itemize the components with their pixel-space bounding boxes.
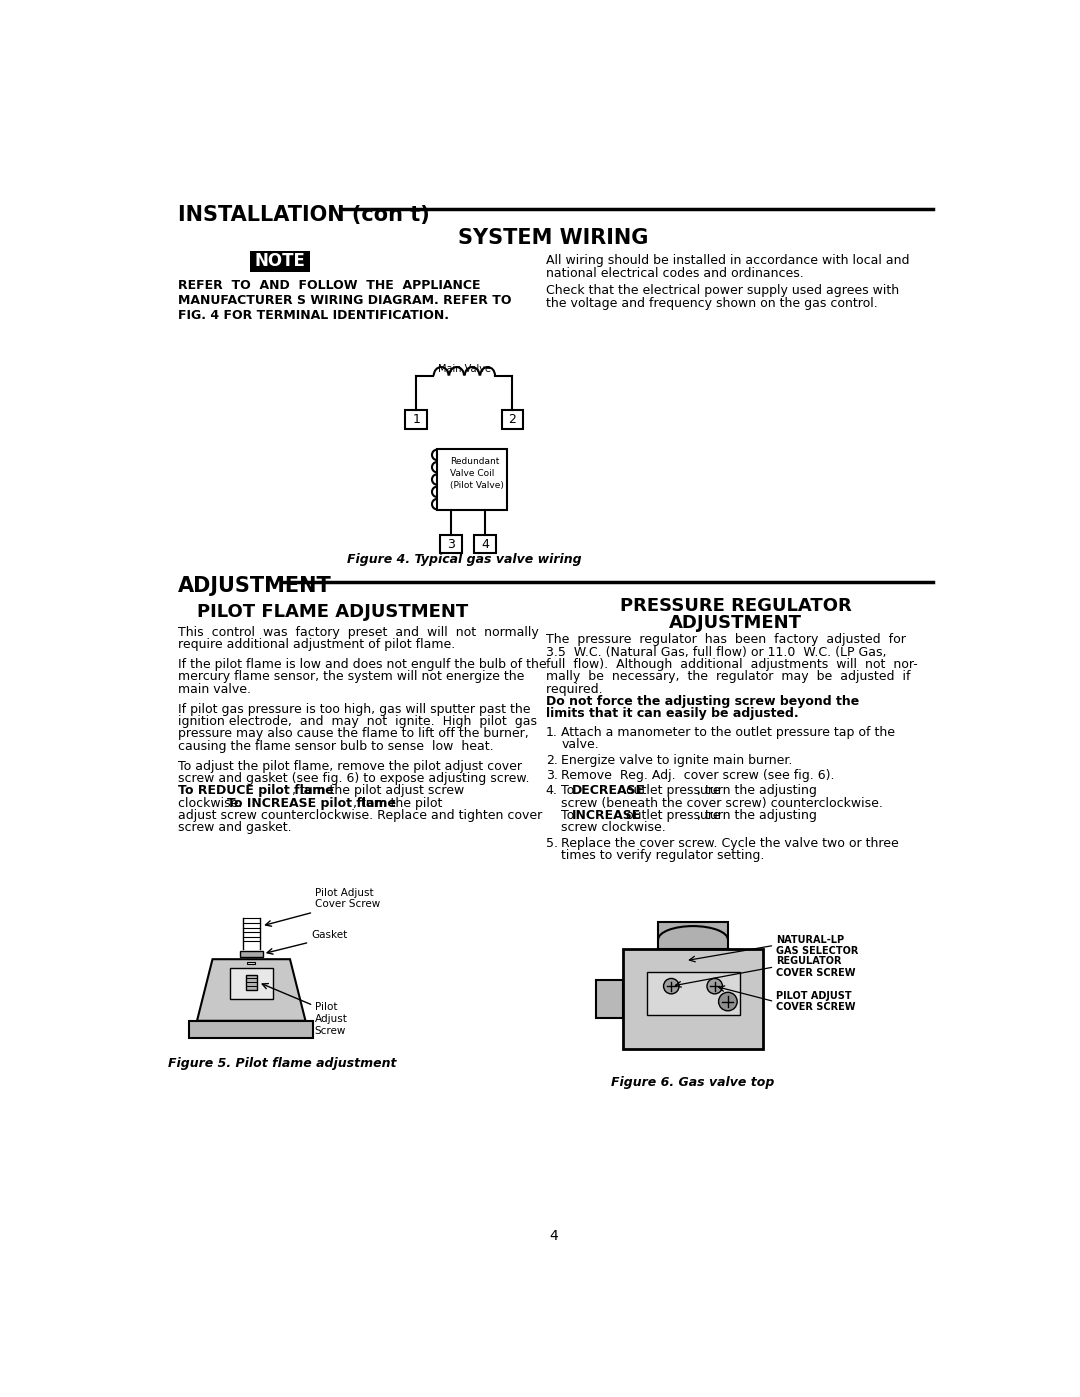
Bar [437,448,507,510]
Text: ignition electrode,  and  may  not  ignite.  High  pilot  gas: ignition electrode, and may not ignite. … [177,715,537,728]
Bar [647,972,740,1014]
Circle shape [663,978,679,993]
Text: INSTALLATION (con t): INSTALLATION (con t) [177,204,430,225]
Text: screw and gasket.: screw and gasket. [177,821,292,834]
Text: Remove  Reg. Adj.  cover screw (see fig. 6).: Remove Reg. Adj. cover screw (see fig. 6… [562,768,835,782]
Bar [230,968,272,999]
Text: Check that the electrical power supply used agrees with: Check that the electrical power supply u… [545,284,899,298]
Text: outlet pressure: outlet pressure [622,809,721,821]
Text: MANUFACTURER S WIRING DIAGRAM. REFER TO: MANUFACTURER S WIRING DIAGRAM. REFER TO [177,293,511,307]
Text: times to verify regulator setting.: times to verify regulator setting. [562,849,765,862]
Text: PILOT FLAME ADJUSTMENT: PILOT FLAME ADJUSTMENT [197,602,469,620]
Text: pressure may also cause the flame to lift off the burner,: pressure may also cause the flame to lif… [177,728,528,740]
Text: national electrical codes and ordinances.: national electrical codes and ordinances… [545,267,804,279]
Text: PILOT ADJUST
COVER SCREW: PILOT ADJUST COVER SCREW [775,990,855,1013]
Text: Pilot
Adjust
Screw: Pilot Adjust Screw [314,1002,348,1035]
Text: To: To [562,809,579,821]
Text: screw clockwise.: screw clockwise. [562,821,666,834]
Text: INCREASE: INCREASE [572,809,642,821]
Text: FIG. 4 FOR TERMINAL IDENTIFICATION.: FIG. 4 FOR TERMINAL IDENTIFICATION. [177,309,448,321]
Text: outlet pressure: outlet pressure [622,784,721,798]
Polygon shape [197,960,306,1021]
Text: 3: 3 [447,538,455,550]
Text: mercury flame sensor, the system will not energize the: mercury flame sensor, the system will no… [177,671,524,683]
Text: Do not force the adjusting screw beyond the: Do not force the adjusting screw beyond … [545,696,859,708]
Text: 2: 2 [509,414,516,426]
Text: Pilot Adjust
Cover Screw: Pilot Adjust Cover Screw [314,887,380,909]
Bar [474,535,496,553]
Text: Energize valve to ignite main burner.: Energize valve to ignite main burner. [562,753,793,767]
Text: 4: 4 [482,538,489,550]
Text: require additional adjustment of pilot flame.: require additional adjustment of pilot f… [177,638,455,651]
Bar [596,979,623,1018]
Circle shape [707,978,723,993]
Text: 2.: 2. [545,753,557,767]
Text: DECREASE: DECREASE [572,784,645,798]
Text: To REDUCE pilot flame: To REDUCE pilot flame [177,784,334,798]
Text: REFER  TO  AND  FOLLOW  THE  APPLIANCE: REFER TO AND FOLLOW THE APPLIANCE [177,279,481,292]
Bar [441,535,462,553]
Text: NATURAL-LP
GAS SELECTOR: NATURAL-LP GAS SELECTOR [775,935,859,956]
Bar [240,951,262,957]
Circle shape [718,992,738,1011]
Text: causing the flame sensor bulb to sense  low  heat.: causing the flame sensor bulb to sense l… [177,740,494,753]
Bar [249,251,310,272]
Text: limits that it can easily be adjusted.: limits that it can easily be adjusted. [545,707,798,721]
Text: mally  be  necessary,  the  regulator  may  be  adjusted  if: mally be necessary, the regulator may be… [545,671,910,683]
Text: SYSTEM WIRING: SYSTEM WIRING [458,228,649,247]
Bar [246,975,257,990]
Text: The  pressure  regulator  has  been  factory  adjusted  for: The pressure regulator has been factory … [545,633,906,647]
Text: To: To [562,784,579,798]
Text: Gasket: Gasket [311,930,347,940]
Text: required.: required. [545,683,606,696]
Text: main valve.: main valve. [177,683,251,696]
Text: full  flow).  Although  additional  adjustments  will  not  nor-: full flow). Although additional adjustme… [545,658,918,671]
Text: REGULATOR
COVER SCREW: REGULATOR COVER SCREW [775,956,855,978]
Text: screw and gasket (see fig. 6) to expose adjusting screw.: screw and gasket (see fig. 6) to expose … [177,773,529,785]
Text: valve.: valve. [562,738,599,752]
Text: If pilot gas pressure is too high, gas will sputter past the: If pilot gas pressure is too high, gas w… [177,703,530,715]
Text: To adjust the pilot flame, remove the pilot adjust cover: To adjust the pilot flame, remove the pi… [177,760,522,773]
Text: This  control  was  factory  preset  and  will  not  normally: This control was factory preset and will… [177,626,538,638]
Bar [405,411,428,429]
Text: Figure 5. Pilot flame adjustment: Figure 5. Pilot flame adjustment [168,1058,396,1070]
Text: ADJUSTMENT: ADJUSTMENT [670,615,802,633]
Bar [623,949,762,1049]
Text: 4.: 4. [545,784,557,798]
Text: Redundant
Valve Coil
(Pilot Valve): Redundant Valve Coil (Pilot Valve) [449,457,503,489]
Text: 4: 4 [549,1229,558,1243]
Bar [189,1021,313,1038]
Text: 1: 1 [413,414,420,426]
Text: Main Valve: Main Valve [437,365,491,374]
Text: clockwise.: clockwise. [177,796,249,810]
Text: the voltage and frequency shown on the gas control.: the voltage and frequency shown on the g… [545,298,877,310]
Text: , turn the adjusting: , turn the adjusting [697,809,816,821]
Text: 5.: 5. [545,837,557,849]
Text: Figure 6. Gas valve top: Figure 6. Gas valve top [611,1076,774,1090]
Text: adjust screw counterclockwise. Replace and tighten cover: adjust screw counterclockwise. Replace a… [177,809,542,821]
Text: Attach a manometer to the outlet pressure tap of the: Attach a manometer to the outlet pressur… [562,726,895,739]
Text: All wiring should be installed in accordance with local and: All wiring should be installed in accord… [545,254,909,267]
Text: screw (beneath the cover screw) counterclockwise.: screw (beneath the cover screw) counterc… [562,796,883,810]
Bar [501,411,524,429]
Text: , turn the adjusting: , turn the adjusting [697,784,816,798]
Text: 3.: 3. [545,768,557,782]
Text: Replace the cover screw. Cycle the valve two or three: Replace the cover screw. Cycle the valve… [562,837,899,849]
Bar [247,961,255,964]
Text: , turn the pilot: , turn the pilot [353,796,442,810]
Text: If the pilot flame is low and does not engulf the bulb of the: If the pilot flame is low and does not e… [177,658,546,671]
Text: To INCREASE pilot flame: To INCREASE pilot flame [227,796,396,810]
Text: Figure 4. Typical gas valve wiring: Figure 4. Typical gas valve wiring [347,553,582,566]
Text: NOTE: NOTE [255,253,306,271]
Text: 1.: 1. [545,726,557,739]
Text: , turn the pilot adjust screw: , turn the pilot adjust screw [293,784,464,798]
Text: ADJUSTMENT: ADJUSTMENT [177,576,332,595]
Bar [658,922,728,949]
Text: PRESSURE REGULATOR: PRESSURE REGULATOR [620,598,851,615]
Text: 3.5  W.C. (Natural Gas, full flow) or 11.0  W.C. (LP Gas,: 3.5 W.C. (Natural Gas, full flow) or 11.… [545,645,887,659]
